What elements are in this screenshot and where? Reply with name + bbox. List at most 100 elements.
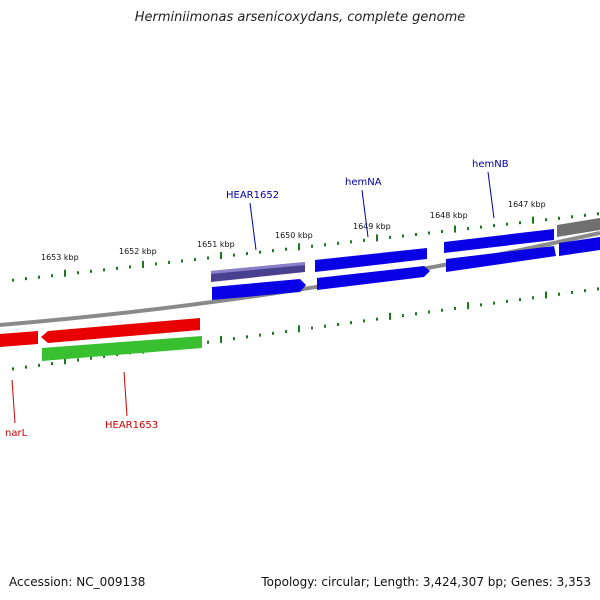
upper-track-minor-tick xyxy=(155,262,157,266)
gene-hear1653-feature[interactable] xyxy=(42,336,202,361)
upper-track-minor-tick xyxy=(90,269,92,273)
upper-track-minor-tick xyxy=(480,225,482,229)
upper-track-minor-tick xyxy=(194,258,196,262)
scale-label-1649: 1649 kbp xyxy=(353,222,391,231)
upper-track-minor-tick xyxy=(584,213,586,217)
scale-label-1651: 1651 kbp xyxy=(197,240,235,249)
upper-track-minor-tick xyxy=(519,221,521,225)
upper-tick-track xyxy=(12,212,599,282)
lower-track-minor-tick xyxy=(103,354,105,358)
gene-label-hear1653[interactable]: HEAR1653 xyxy=(105,420,158,431)
lower-track-minor-tick xyxy=(584,289,586,293)
gene-label-hear1652[interactable]: HEAR1652 xyxy=(226,190,279,201)
lower-track-major-tick xyxy=(545,291,547,299)
lower-track-major-tick xyxy=(298,325,300,333)
lower-track-minor-tick xyxy=(207,340,209,344)
gene-label-hemna[interactable]: hemNA xyxy=(345,177,382,188)
lower-track-minor-tick xyxy=(51,362,53,366)
lower-track-minor-tick xyxy=(441,308,443,312)
scale-label-1650: 1650 kbp xyxy=(275,231,313,240)
gene-narl-feature[interactable] xyxy=(0,331,38,347)
lower-track-minor-tick xyxy=(38,363,40,367)
hear1652-connector xyxy=(249,202,257,251)
upper-track-major-tick xyxy=(454,225,456,233)
hear1653-connector xyxy=(123,371,128,417)
lower-tick-track xyxy=(12,287,599,371)
lower-track-minor-tick xyxy=(77,358,79,362)
upper-track-minor-tick xyxy=(233,253,235,257)
upper-track-major-tick xyxy=(64,269,66,277)
lower-track-minor-tick xyxy=(428,310,430,314)
upper-track-minor-tick xyxy=(246,252,248,256)
lower-track-minor-tick xyxy=(506,299,508,303)
scale-label-1652: 1652 kbp xyxy=(119,247,157,256)
lower-track-minor-tick xyxy=(259,333,261,337)
lower-track-minor-tick xyxy=(272,331,274,335)
lower-track-minor-tick xyxy=(402,314,404,318)
lower-track-minor-tick xyxy=(25,365,27,369)
map-title: Herminiimonas arsenicoxydans, complete g… xyxy=(134,10,466,25)
upper-track-major-tick xyxy=(220,252,222,260)
upper-track-minor-tick xyxy=(428,231,430,235)
upper-track-minor-tick xyxy=(597,212,599,216)
upper-track-minor-tick xyxy=(545,218,547,222)
upper-track-minor-tick xyxy=(168,260,170,264)
upper-track-minor-tick xyxy=(259,250,261,254)
lower-track-major-tick xyxy=(389,312,391,320)
upper-track-minor-tick xyxy=(324,243,326,247)
lower-track-minor-tick xyxy=(246,335,248,339)
lower-track-minor-tick xyxy=(90,356,92,360)
upper-track-major-tick xyxy=(298,243,300,251)
upper-track-minor-tick xyxy=(311,244,313,248)
lower-track-minor-tick xyxy=(519,298,521,302)
upper-track-minor-tick xyxy=(272,249,274,253)
upper-track-minor-tick xyxy=(441,230,443,234)
gene-label-hemnb[interactable]: hemNB xyxy=(472,159,509,170)
upper-track-minor-tick xyxy=(25,277,27,281)
lower-track-minor-tick xyxy=(493,301,495,305)
scale-label-1648: 1648 kbp xyxy=(430,211,468,220)
lower-track-minor-tick xyxy=(376,317,378,321)
upper-track-minor-tick xyxy=(389,235,391,239)
lower-track-major-tick xyxy=(467,302,469,310)
lower-track-minor-tick xyxy=(285,330,287,334)
gene-hemna-lower-bar[interactable] xyxy=(317,266,430,290)
lower-track-minor-tick xyxy=(12,367,14,371)
gene-label-narl[interactable]: narL xyxy=(5,428,28,439)
lower-track-minor-tick xyxy=(532,296,534,300)
gene-hear1652-highlight xyxy=(211,262,305,274)
gene-hemnb-feature[interactable] xyxy=(444,229,554,253)
lower-track-minor-tick xyxy=(597,287,599,291)
lower-track-minor-tick xyxy=(337,322,339,326)
lower-track-major-tick xyxy=(220,335,222,343)
lower-track-minor-tick xyxy=(363,319,365,323)
gene-hemnb-lower-bar[interactable] xyxy=(446,246,556,272)
gene-edge-blue[interactable] xyxy=(559,237,600,256)
upper-track-minor-tick xyxy=(363,238,365,242)
lower-track-minor-tick xyxy=(324,324,326,328)
narl-connector xyxy=(11,379,16,424)
upper-track-minor-tick xyxy=(337,241,339,245)
upper-track-minor-tick xyxy=(103,268,105,272)
gene-bar-upper-1[interactable] xyxy=(212,279,306,300)
upper-track-major-tick xyxy=(142,260,144,268)
upper-track-minor-tick xyxy=(558,216,560,220)
upper-track-minor-tick xyxy=(181,259,183,263)
gene-hemna-feature[interactable] xyxy=(315,248,427,272)
upper-track-minor-tick xyxy=(402,234,404,238)
lower-track-minor-tick xyxy=(415,312,417,316)
lower-track-minor-tick xyxy=(454,306,456,310)
lower-track-minor-tick xyxy=(311,326,313,330)
upper-track-minor-tick xyxy=(467,227,469,231)
topology-text: Topology: circular; Length: 3,424,307 bp… xyxy=(261,575,591,589)
upper-track-minor-tick xyxy=(571,215,573,219)
scale-label-1647: 1647 kbp xyxy=(508,200,546,209)
upper-track-minor-tick xyxy=(207,256,209,260)
gene-other-gray[interactable] xyxy=(557,218,600,237)
upper-track-minor-tick xyxy=(38,275,40,279)
upper-track-minor-tick xyxy=(493,224,495,228)
gene-red-long[interactable] xyxy=(41,318,200,343)
lower-track-major-tick xyxy=(64,357,66,365)
accession-text: Accession: NC_009138 xyxy=(9,575,146,589)
